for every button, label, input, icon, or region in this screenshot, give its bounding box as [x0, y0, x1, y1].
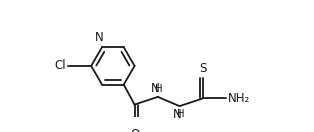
Text: NH₂: NH₂ — [228, 92, 250, 105]
Text: H: H — [155, 84, 162, 94]
Text: N: N — [172, 108, 181, 121]
Text: H: H — [176, 109, 184, 119]
Text: N: N — [151, 82, 160, 95]
Text: S: S — [199, 62, 207, 75]
Text: O: O — [130, 128, 139, 132]
Text: N: N — [95, 31, 104, 44]
Text: Cl: Cl — [54, 59, 66, 72]
